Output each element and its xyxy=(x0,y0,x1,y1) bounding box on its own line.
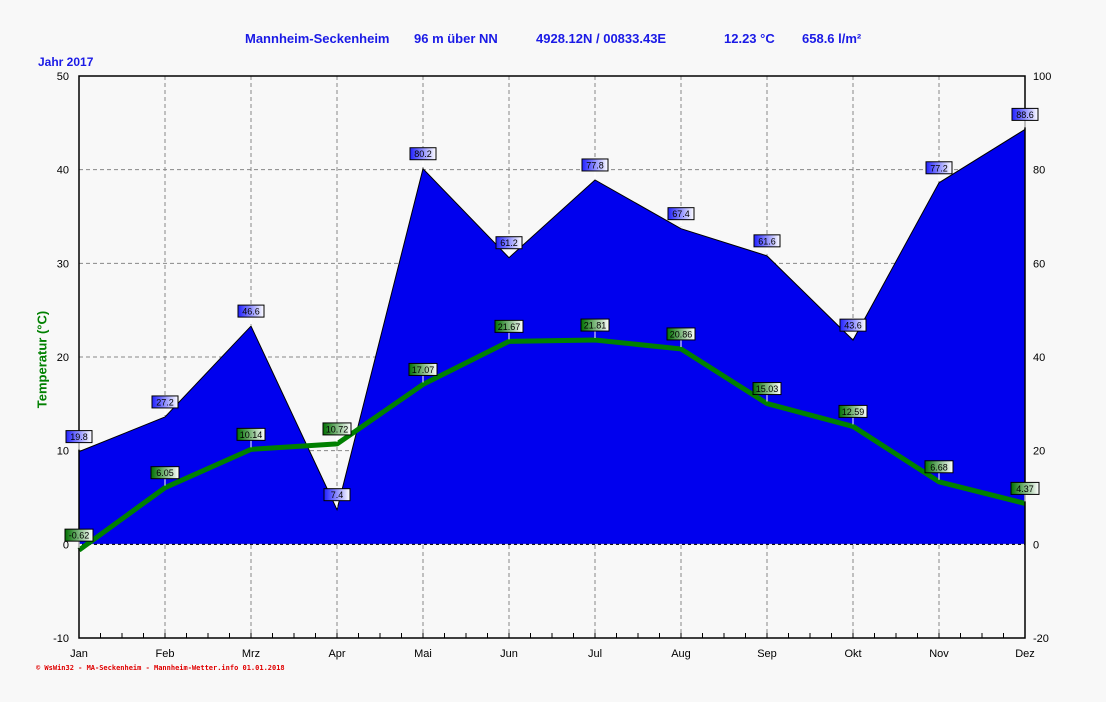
y2-tick-label: 60 xyxy=(1033,258,1045,270)
rain-data-label: 46.6 xyxy=(242,307,260,317)
x-tick-label: Mai xyxy=(414,648,432,660)
temperature-data-label: -0.62 xyxy=(69,531,90,541)
temperature-data-label: 6.05 xyxy=(156,468,174,478)
temperature-data-label-box xyxy=(64,528,94,542)
rain-data-label-box xyxy=(1011,107,1039,121)
temperature-data-label: 10.14 xyxy=(240,430,263,440)
total-rain: 658.6 l/m² xyxy=(802,31,862,46)
y2-tick-label: -20 xyxy=(1033,633,1049,645)
rain-data-label: 88.6 xyxy=(1016,110,1034,120)
temperature-data-label: 17.07 xyxy=(412,365,435,375)
rain-data-label-box xyxy=(409,147,437,161)
x-tick-label: Jul xyxy=(588,648,602,660)
rain-data-label-box xyxy=(237,304,265,318)
y-tick-label: 50 xyxy=(57,71,69,83)
temperature-data-label-box xyxy=(838,404,868,418)
rain-data-label-box xyxy=(667,207,695,221)
rain-data-label: 77.8 xyxy=(586,160,604,170)
y-tick-label: 10 xyxy=(57,446,69,458)
y2-tick-label: 20 xyxy=(1033,446,1045,458)
temperature-data-label: 15.03 xyxy=(756,384,779,394)
temperature-data-label-box xyxy=(236,427,266,441)
coordinates: 4928.12N / 00833.43E xyxy=(536,31,667,46)
temperature-data-label-box xyxy=(494,319,524,333)
temperature-data-label: 6.68 xyxy=(930,462,948,472)
temperature-data-label-box xyxy=(150,466,180,480)
x-tick-label: Mrz xyxy=(242,648,260,660)
rain-data-label-box xyxy=(495,236,523,250)
y-tick-label: 30 xyxy=(57,258,69,270)
x-tick-label: Jun xyxy=(500,648,518,660)
y2-tick-label: 80 xyxy=(1033,165,1045,177)
rain-data-label-box xyxy=(65,430,93,444)
temperature-data-label: 21.81 xyxy=(584,321,607,331)
rain-data-label-box xyxy=(581,158,609,172)
year-label: Jahr 2017 xyxy=(38,55,94,69)
y2-tick-label: 100 xyxy=(1033,71,1051,83)
y-tick-label: -10 xyxy=(53,633,69,645)
x-tick-label: Aug xyxy=(671,648,691,660)
rain-data-label: 77.2 xyxy=(930,163,948,173)
temperature-data-label: 10.72 xyxy=(326,424,349,434)
x-tick-label: Okt xyxy=(844,648,861,660)
temperature-data-label-box xyxy=(752,382,782,396)
temperature-data-label: 12.59 xyxy=(842,407,865,417)
rain-data-label: 61.6 xyxy=(758,236,776,246)
rain-data-label-box xyxy=(151,395,179,409)
rain-data-label: 61.2 xyxy=(500,238,518,248)
mean-temperature: 12.23 °C xyxy=(724,31,775,46)
rain-data-label: 27.2 xyxy=(156,397,174,407)
temperature-data-label-box xyxy=(1010,481,1040,495)
altitude: 96 m über NN xyxy=(414,31,498,46)
rain-data-label: 19.8 xyxy=(70,432,88,442)
rain-area xyxy=(78,128,1026,545)
temperature-line xyxy=(77,337,1026,553)
temperature-data-label-box xyxy=(666,327,696,341)
temperature-data-label-box xyxy=(580,318,610,332)
x-tick-label: Dez xyxy=(1015,648,1035,660)
y-tick-label: 0 xyxy=(63,539,69,551)
station-name: Mannheim-Seckenheim xyxy=(245,31,390,46)
x-tick-label: Feb xyxy=(156,648,175,660)
temperature-data-label: 20.86 xyxy=(670,329,693,339)
rain-data-label-box xyxy=(323,488,351,502)
rain-data-label: 80.2 xyxy=(414,149,432,159)
y-tick-label: 40 xyxy=(57,165,69,177)
rain-data-label-box xyxy=(925,161,953,175)
rain-data-label: 43.6 xyxy=(844,321,862,331)
x-tick-label: Sep xyxy=(757,648,777,660)
footer-credit: © WsWin32 - MA-Seckenheim - Mannheim-Wet… xyxy=(36,664,285,672)
temperature-data-label: 21.67 xyxy=(498,322,521,332)
temperature-data-label-box xyxy=(322,422,352,436)
rain-data-label: 7.4 xyxy=(331,490,344,500)
x-tick-label: Nov xyxy=(929,648,949,660)
x-tick-label: Apr xyxy=(328,648,345,660)
y2-tick-label: 40 xyxy=(1033,352,1045,364)
x-tick-label: Jan xyxy=(70,648,88,660)
temperature-data-label: 4.37 xyxy=(1016,484,1034,494)
y2-tick-label: 0 xyxy=(1033,539,1039,551)
temperature-data-label-box xyxy=(924,460,954,474)
rain-data-label: 67.4 xyxy=(672,209,690,219)
rain-data-label-box xyxy=(839,318,867,332)
y-tick-label: 20 xyxy=(57,352,69,364)
temperature-data-label-box xyxy=(408,362,438,376)
rain-data-label-box xyxy=(753,234,781,248)
